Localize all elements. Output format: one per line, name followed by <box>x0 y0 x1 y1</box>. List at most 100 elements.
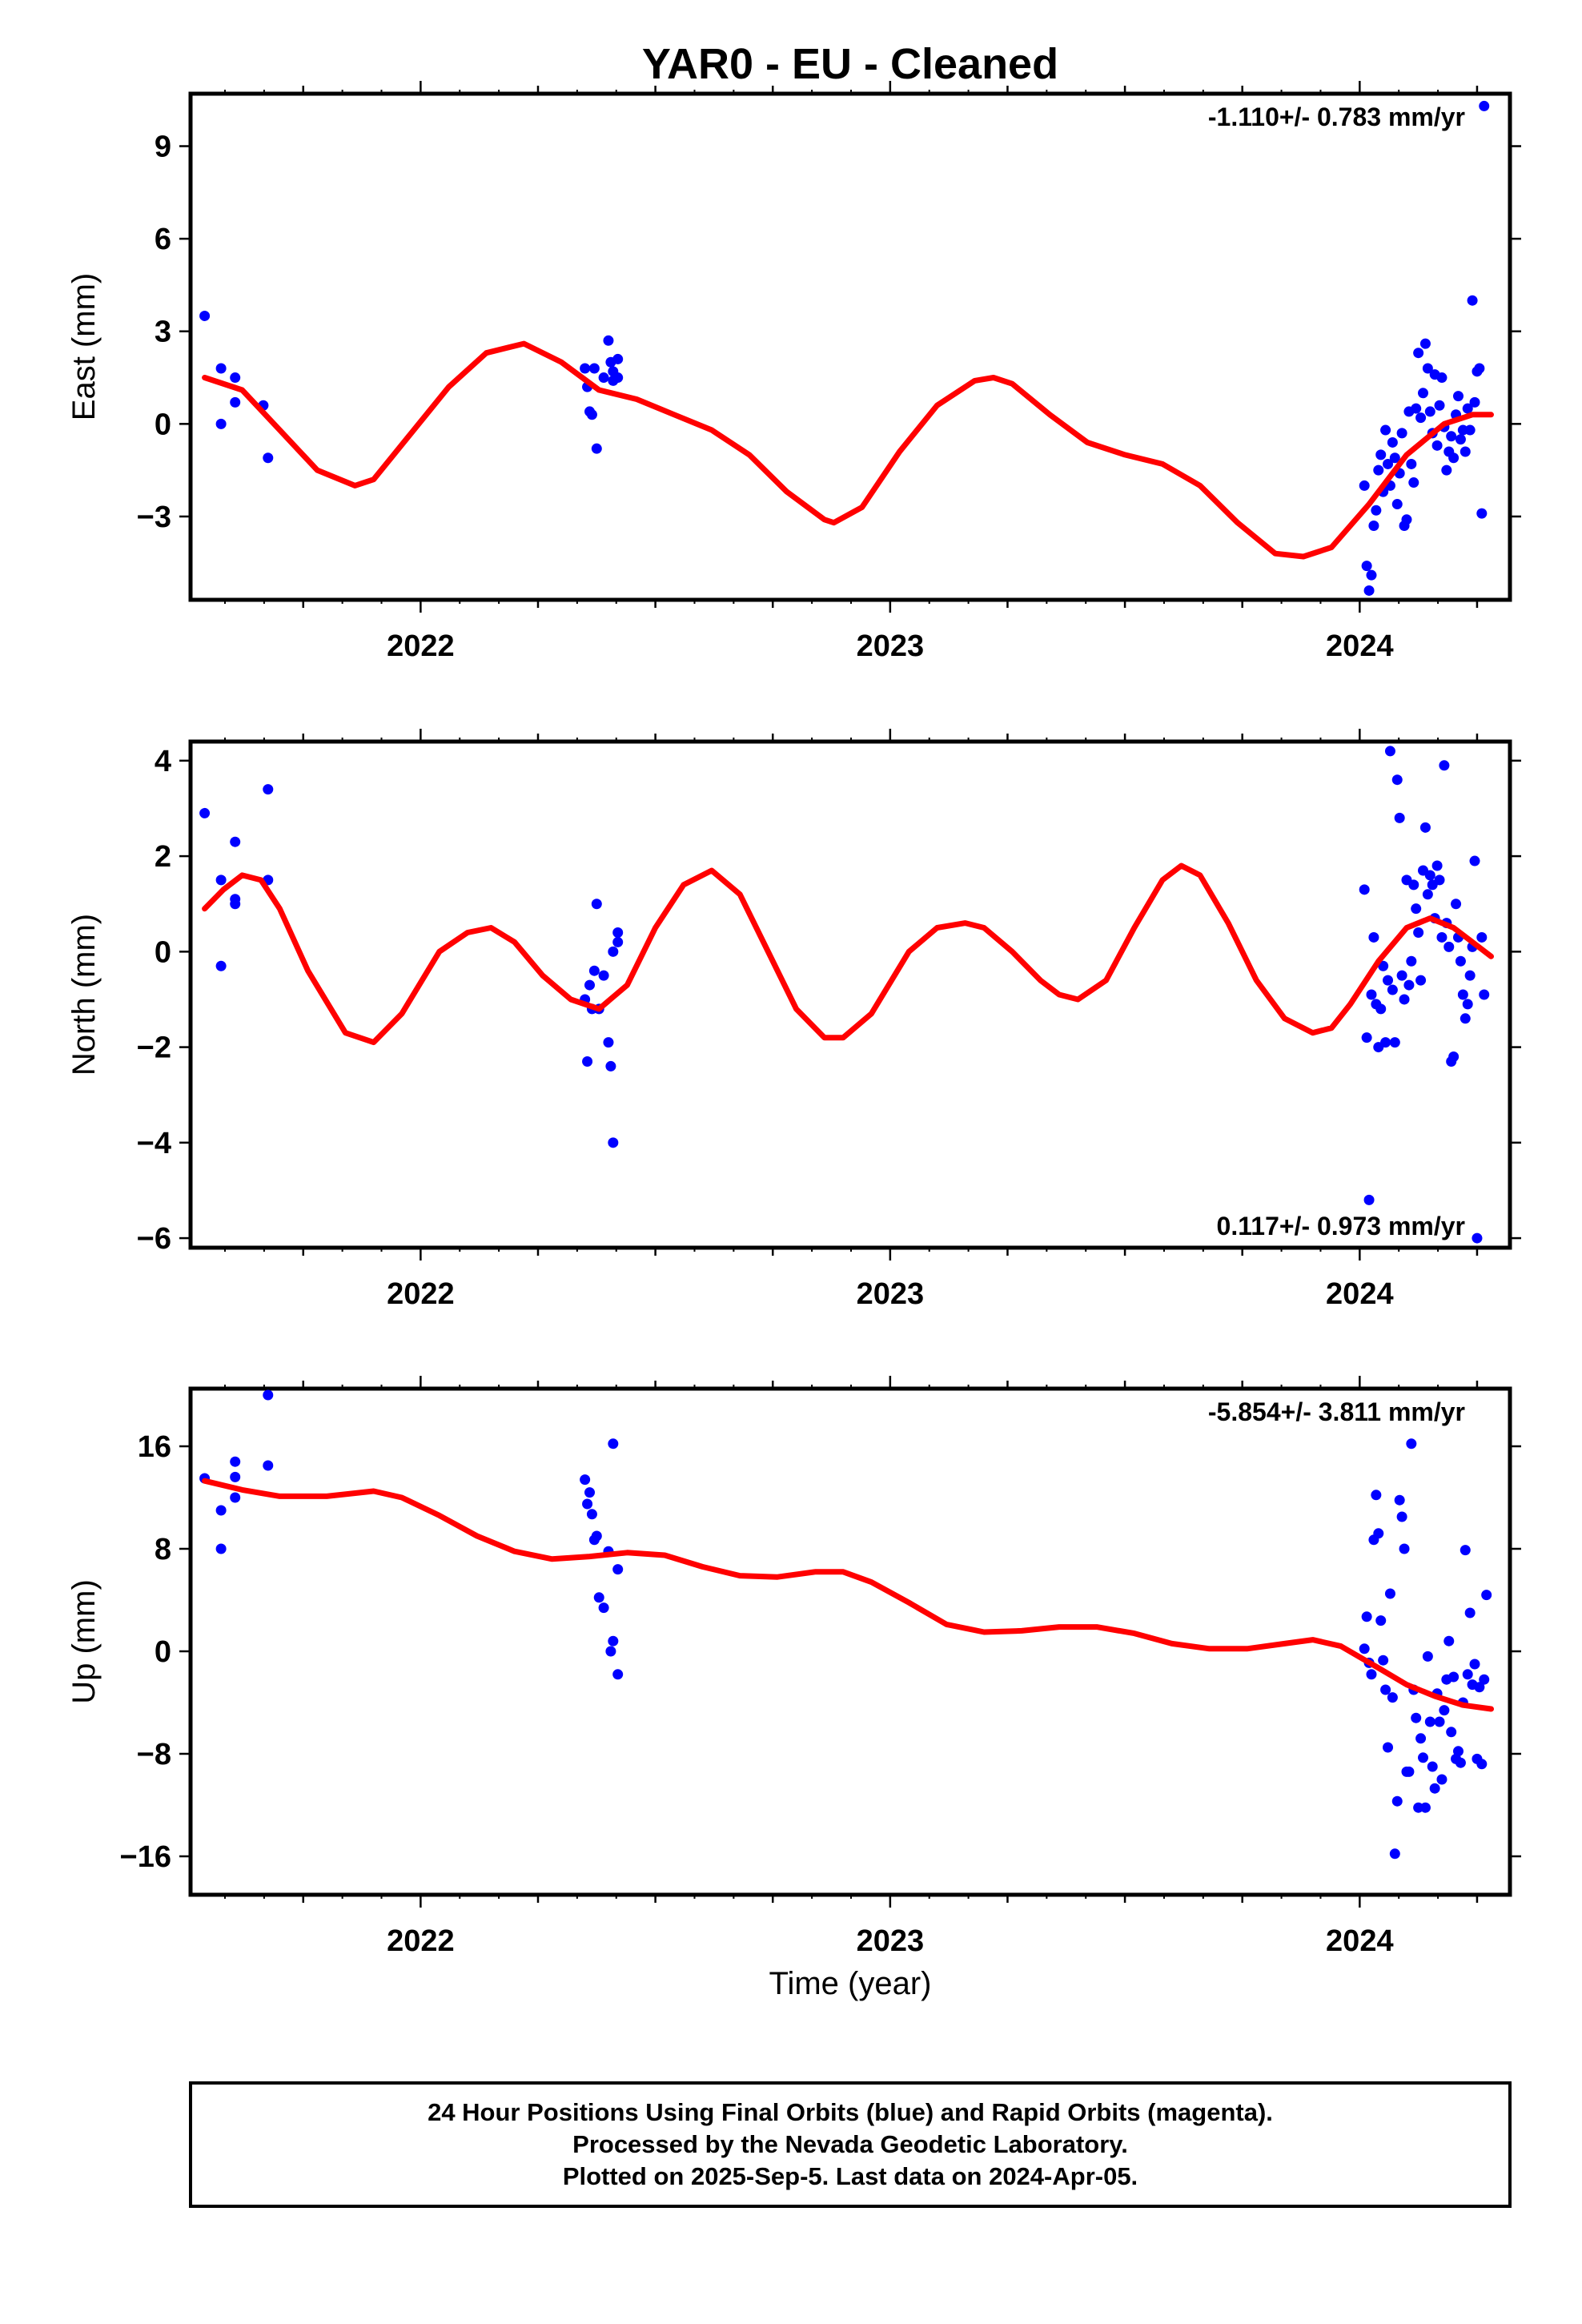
north-data-point <box>1389 1037 1400 1048</box>
north-data-point <box>1415 975 1427 986</box>
up-data-point <box>263 1460 274 1471</box>
east-data-point <box>1366 569 1377 581</box>
up-data-point <box>1422 1651 1433 1662</box>
up-y-axis-label: Up (mm) <box>66 1579 102 1704</box>
north-data-point <box>1368 931 1379 943</box>
north-data-point <box>199 807 211 818</box>
north-y-tick-label: −4 <box>137 1127 171 1160</box>
east-data-point <box>603 335 614 346</box>
north-data-point <box>588 965 600 976</box>
up-data-point <box>1446 1727 1457 1738</box>
north-data-point <box>598 970 609 981</box>
north-data-point <box>1419 822 1431 833</box>
up-panel: 2022 2023 2024 −16 −8 0 8 16 Up (mm) -5.854+/- 3.… <box>66 1376 1521 1958</box>
x-axis-label: Time (year) <box>769 1966 932 2001</box>
east-data-point <box>1363 585 1375 596</box>
up-data-point <box>1396 1511 1407 1522</box>
east-data-point <box>230 396 241 408</box>
up-data-point <box>1373 1528 1384 1539</box>
east-data-point <box>1474 363 1485 374</box>
north-data-point <box>1361 1032 1372 1043</box>
north-data-point <box>582 1055 593 1067</box>
east-data-point <box>1383 458 1394 469</box>
up-data-point <box>1469 1659 1480 1670</box>
east-data-point <box>1415 412 1427 424</box>
up-data-point <box>586 1509 597 1520</box>
east-y-tick-label: 9 <box>155 131 171 164</box>
up-data-point <box>1479 1674 1490 1685</box>
up-x-tick-label: 2024 <box>1326 1924 1394 1958</box>
up-data-point <box>1419 1802 1431 1813</box>
north-data-layer <box>199 746 1494 1244</box>
north-data-point <box>608 946 619 957</box>
up-data-point <box>1439 1705 1450 1716</box>
east-y-tick-label: 6 <box>155 223 171 256</box>
east-data-point <box>1479 100 1490 111</box>
north-data-point <box>1462 999 1473 1010</box>
east-x-tick-label: 2024 <box>1326 629 1394 663</box>
north-data-point <box>1413 927 1424 938</box>
up-data-point <box>612 1564 624 1575</box>
north-data-point <box>1464 970 1476 981</box>
east-data-point <box>1452 391 1464 402</box>
up-data-point <box>612 1669 624 1680</box>
east-y-tick-label: −3 <box>137 501 171 534</box>
north-data-point <box>1469 855 1480 866</box>
east-y-axis-label: East (mm) <box>66 273 102 420</box>
caption-line-2: Processed by the Nevada Geodetic Laborat… <box>572 2130 1128 2158</box>
north-model-curve <box>202 862 1494 1046</box>
east-data-point <box>1422 363 1433 374</box>
east-data-point <box>1411 403 1422 414</box>
north-data-point <box>1383 975 1394 986</box>
up-data-point <box>1383 1742 1394 1753</box>
north-data-point <box>1460 1013 1471 1024</box>
north-data-point <box>1424 870 1435 881</box>
north-data-point <box>1363 1194 1375 1205</box>
up-data-point <box>1460 1545 1471 1556</box>
north-data-point <box>1451 899 1462 910</box>
east-data-point <box>230 372 241 384</box>
caption-line-3: Plotted on 2025-Sep-5. Last data on 2024… <box>563 2162 1138 2190</box>
up-data-point <box>580 1474 591 1486</box>
up-data-point <box>1399 1543 1410 1554</box>
up-data-point <box>1359 1643 1370 1655</box>
up-data-point <box>1411 1712 1422 1723</box>
east-data-point <box>215 418 227 429</box>
north-data-point <box>1387 984 1398 995</box>
north-x-tick-label: 2024 <box>1326 1277 1394 1311</box>
north-data-point <box>591 899 602 910</box>
north-data-point <box>1396 970 1407 981</box>
east-data-point <box>591 443 602 454</box>
east-data-point <box>1380 424 1391 436</box>
north-data-point <box>1384 746 1395 757</box>
up-data-point <box>1443 1635 1455 1647</box>
east-data-point <box>1441 464 1452 476</box>
north-y-tick-label: 0 <box>155 935 171 969</box>
north-data-point <box>1408 879 1419 891</box>
east-data-point <box>586 409 597 420</box>
north-data-point <box>1406 955 1417 967</box>
up-data-point <box>1434 1716 1445 1727</box>
east-data-point <box>1361 561 1372 572</box>
north-rate-label: 0.117+/- 0.973 mm/yr <box>1217 1212 1465 1240</box>
up-data-point <box>1366 1669 1377 1680</box>
up-data-point <box>1462 1669 1473 1680</box>
north-y-tick-label: 4 <box>155 745 171 778</box>
up-data-point <box>263 1389 274 1401</box>
north-data-point <box>1411 903 1422 915</box>
north-data-point <box>1479 989 1490 1000</box>
up-x-tick-label: 2022 <box>387 1924 455 1958</box>
north-data-point <box>603 1037 614 1048</box>
up-data-point <box>230 1471 241 1482</box>
up-data-point <box>1387 1692 1398 1703</box>
north-data-point <box>1391 774 1403 786</box>
east-data-point <box>580 363 591 374</box>
east-data-point <box>199 310 211 321</box>
up-data-point <box>1378 1655 1389 1666</box>
east-data-layer <box>199 100 1494 596</box>
up-data-point <box>591 1530 602 1542</box>
east-data-point <box>1408 477 1419 489</box>
up-data-point <box>1418 1752 1429 1763</box>
north-data-point <box>1443 941 1455 952</box>
